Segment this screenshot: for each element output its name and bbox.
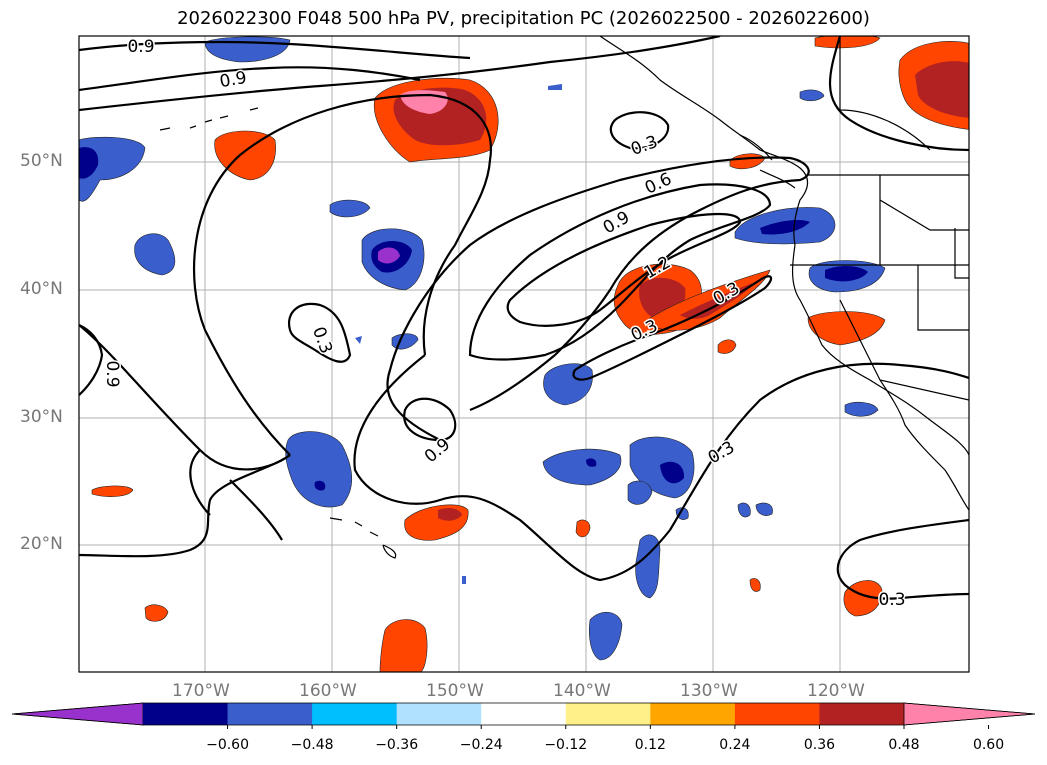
pv-contour-0.9-north bbox=[79, 40, 471, 60]
border-interior bbox=[790, 264, 881, 381]
precip-neg-blob-hawaii bbox=[285, 431, 352, 508]
contour-label: 0.9 bbox=[102, 360, 122, 387]
colorbar-tick-label: −0.24 bbox=[459, 737, 503, 753]
colorbar-arrow-low bbox=[11, 702, 144, 726]
colorbar-segment bbox=[565, 703, 651, 725]
colorbar-tick-label: 0.24 bbox=[719, 737, 751, 753]
lon-tick-label: 170°W bbox=[172, 681, 230, 701]
gridlines bbox=[79, 36, 969, 672]
colorbar-segment bbox=[396, 703, 482, 725]
pv-contour-0.3-main bbox=[192, 93, 492, 456]
colorbar-segment bbox=[143, 703, 229, 725]
lon-tick-label: 120°W bbox=[807, 681, 865, 701]
precip-positive-areas bbox=[91, 36, 969, 672]
colorbar-tick-label: 0.48 bbox=[888, 737, 920, 753]
contour-label: 0.9 bbox=[218, 68, 248, 92]
pv-contour-0.3-large bbox=[829, 36, 969, 152]
lon-tick-label: 160°W bbox=[299, 681, 357, 701]
precip-blob bbox=[214, 130, 276, 181]
colorbar-segment bbox=[734, 703, 820, 725]
lat-tick-label: 30°N bbox=[20, 407, 63, 427]
colorbar bbox=[11, 702, 1036, 729]
colorbar-segment bbox=[312, 703, 398, 725]
border-mexico bbox=[879, 379, 969, 401]
map-frame bbox=[78, 35, 970, 673]
pv-contours bbox=[79, 36, 969, 600]
pv-contour-0.3-south bbox=[836, 518, 969, 600]
pv-contour-1.2 bbox=[506, 212, 742, 327]
colorbar-tick-label: −0.48 bbox=[290, 737, 334, 753]
lon-tick-label: 150°W bbox=[426, 681, 484, 701]
map-title: 2026022300 F048 500 hPa PV, precipitatio… bbox=[177, 8, 870, 29]
colorbar-tick-label: −0.36 bbox=[375, 737, 419, 753]
colorbar-tick-label: 0.60 bbox=[972, 737, 1005, 753]
colorbar-tick-label: −0.12 bbox=[544, 737, 588, 753]
pv-contour-0.9-mid bbox=[386, 156, 810, 441]
islands bbox=[159, 107, 397, 559]
contour-label: 0.9 bbox=[127, 37, 154, 57]
lon-tick-label: 130°W bbox=[680, 681, 738, 701]
map-area bbox=[79, 36, 969, 672]
precip-blob bbox=[717, 339, 737, 354]
pv-contour-0.6 bbox=[468, 183, 772, 361]
precip-blob-california bbox=[807, 311, 886, 346]
colorbar-arrow-high bbox=[903, 702, 1036, 726]
lat-tick-label: 50°N bbox=[20, 151, 63, 171]
lon-tick-label: 140°W bbox=[553, 681, 611, 701]
contour-label: 0.3 bbox=[878, 590, 905, 610]
colorbar-tick-label: −0.60 bbox=[206, 737, 249, 753]
colorbar-segment bbox=[227, 703, 313, 725]
colorbar-segment bbox=[819, 703, 905, 725]
coast-alaska bbox=[599, 36, 809, 246]
lat-tick-label: 40°N bbox=[20, 279, 63, 299]
lat-tick-label: 20°N bbox=[20, 534, 63, 554]
precip-negative-areas bbox=[79, 36, 886, 661]
colorbar-tick-label: 0.12 bbox=[634, 737, 666, 753]
colorbar-segment bbox=[481, 703, 567, 725]
colorbar-segment bbox=[650, 703, 736, 725]
colorbar-outline bbox=[11, 702, 1036, 726]
colorbar-tick-label: 0.36 bbox=[803, 737, 836, 753]
